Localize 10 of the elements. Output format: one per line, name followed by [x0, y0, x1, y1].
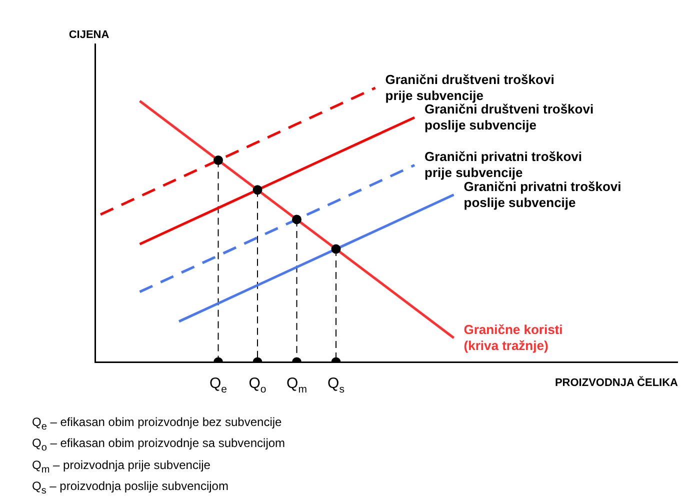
text: Q$_{e}$ – efikasan obim proizvodnje bez subvencije [32, 414, 283, 434]
x-axis-title: PROIZVODNJA ČELIKA [554, 376, 678, 389]
text: Q$_{o}$ – efikasan obim proizvodnje sa subvencijom [32, 435, 286, 456]
series-label: Granični privatni troškovi prije subvencije [424, 149, 582, 180]
series-label: Granični društveni troškovi prije subvencije [385, 72, 554, 103]
y-axis-title: CIJENA [68, 29, 110, 41]
series-label: Granični privatni troškovi poslije subvencije [464, 178, 622, 210]
text: Q$_{m}$ – proizvodnja prije subvencije [32, 456, 212, 478]
series-label: Granične koristi (kriva tražnje) [464, 322, 563, 353]
text: Q$_{s}$ – proizvodnja poslije subvencijom [32, 478, 230, 499]
